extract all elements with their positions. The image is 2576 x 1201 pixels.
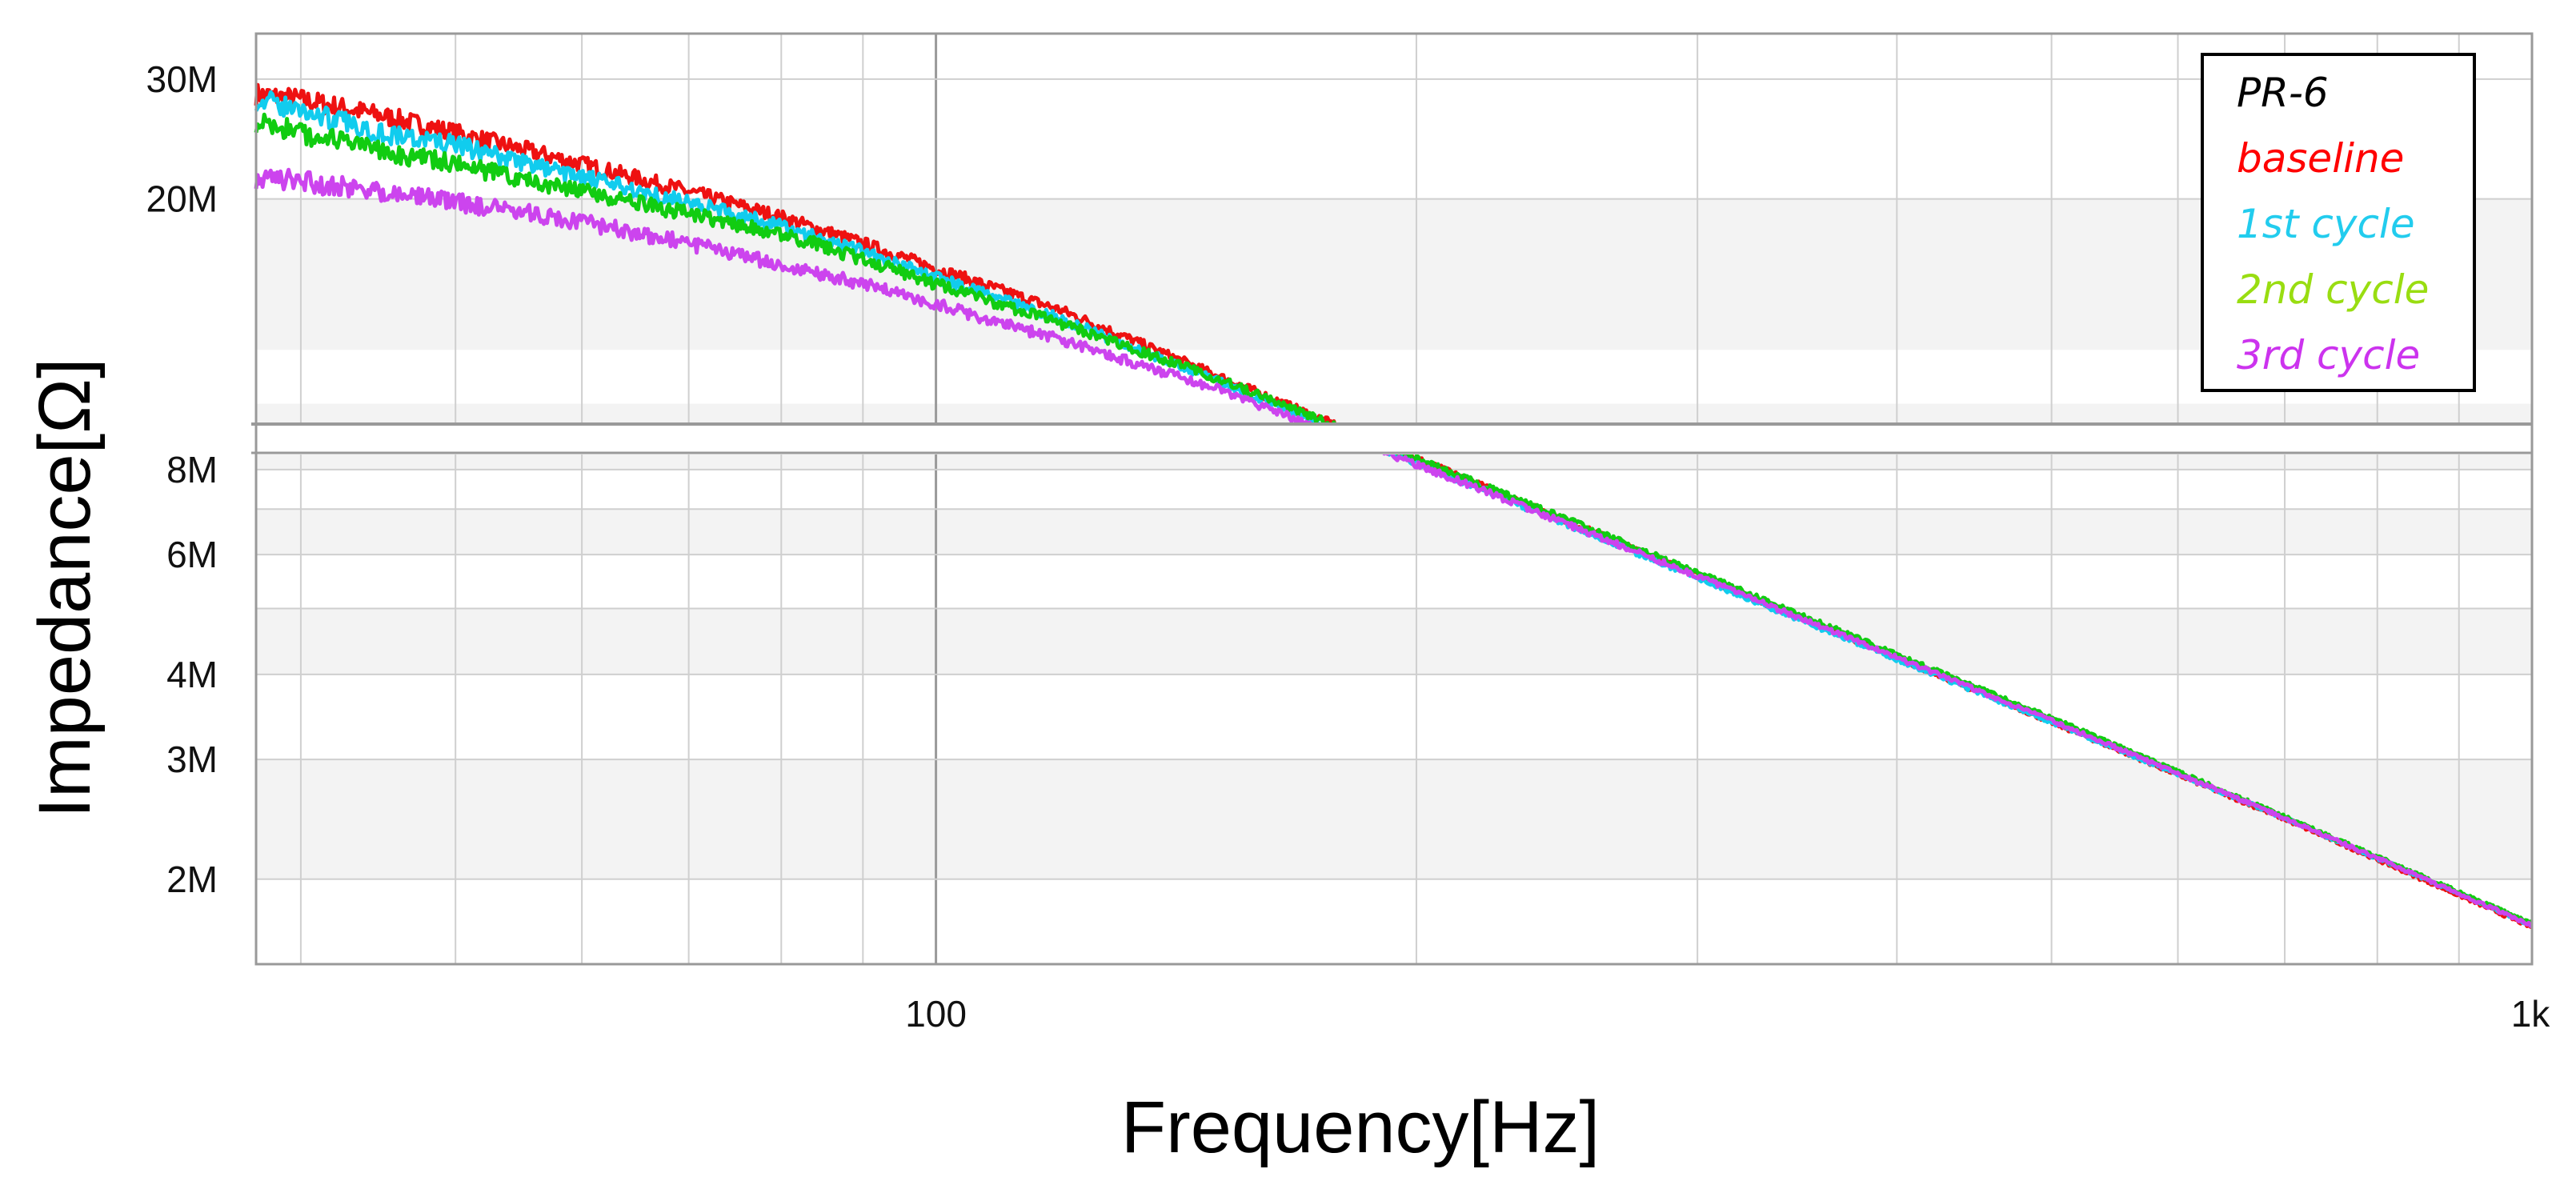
- y-tick-label: 6M: [166, 534, 218, 575]
- legend-entry: 2nd cycle: [2237, 266, 2429, 313]
- plot-frame: [254, 32, 2534, 966]
- y-tick-label: 30M: [146, 58, 218, 100]
- y-tick-labels: 2M 3M 4M 6M 8M 20M 30M: [146, 58, 218, 900]
- band: [256, 608, 2532, 675]
- band: [256, 509, 2532, 555]
- band: [256, 759, 2532, 879]
- x-tick-labels: 100 1k: [905, 993, 2550, 1035]
- x-axis-label: Frequency[Hz]: [1121, 1087, 1600, 1168]
- band: [256, 198, 2532, 350]
- series-line: [254, 167, 2533, 929]
- legend-box: [2201, 53, 2476, 392]
- y-axis-label: Impedance[Ω]: [24, 358, 106, 818]
- legend-title: PR-6: [2237, 70, 2329, 116]
- legend-entry: 3rd cycle: [2237, 332, 2420, 378]
- legend-entry: baseline: [2237, 135, 2404, 182]
- x-tick-label: 100: [905, 993, 967, 1035]
- axis-break-gap: [251, 422, 2537, 454]
- y-tick-label: 20M: [146, 178, 218, 220]
- y-tick-label: 2M: [166, 859, 218, 900]
- y-tick-label: 3M: [166, 739, 218, 780]
- y-tick-label: 4M: [166, 654, 218, 695]
- legend-entry: 1st cycle: [2237, 201, 2415, 247]
- y-tick-label: 8M: [166, 449, 218, 490]
- x-tick-label: 1k: [2511, 993, 2551, 1035]
- legend: PR-6 baseline 1st cycle 2nd cycle 3rd cycle: [2201, 53, 2476, 392]
- axis-break: [251, 422, 2537, 454]
